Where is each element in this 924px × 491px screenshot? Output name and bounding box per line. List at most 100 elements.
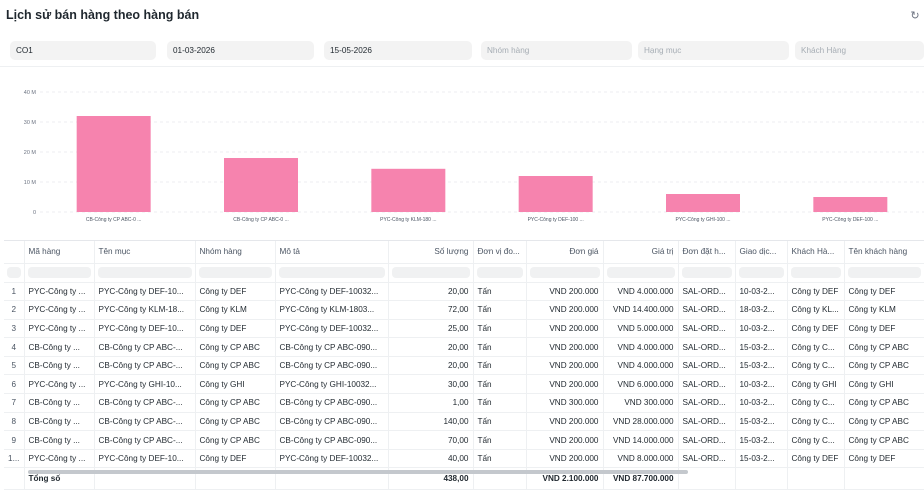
table-cell: Tấn: [473, 449, 527, 469]
column-filter-cell[interactable]: [275, 263, 389, 283]
table-cell: Công ty GHI: [787, 374, 845, 395]
table-cell: Tấn: [473, 393, 527, 413]
table-cell: Công ty CP ABC: [195, 412, 276, 432]
table-cell: 140,00: [388, 412, 474, 432]
column-filter-input[interactable]: [790, 267, 841, 278]
company-filter[interactable]: [10, 41, 156, 60]
table-cell: SAL-ORD...: [678, 282, 736, 302]
table-cell: CB-Công ty CP ABC-090...: [275, 412, 389, 432]
column-filter-input[interactable]: [198, 267, 272, 278]
column-header[interactable]: Nhóm hàng: [195, 241, 276, 264]
column-header[interactable]: Đơn đặt h...: [678, 241, 736, 264]
column-filter-cell[interactable]: [678, 263, 736, 283]
column-filter-cell[interactable]: [195, 263, 276, 283]
chart-bar[interactable]: [224, 158, 298, 212]
column-filter-input[interactable]: [278, 267, 385, 278]
column-filter-cell[interactable]: [526, 263, 604, 283]
table-row[interactable]: 1 PYC-Công ty ... PYC-Công ty DEF-10... Côn…: [4, 282, 924, 302]
table-cell: 1,00: [388, 393, 474, 413]
total-cell: [787, 467, 845, 491]
horizontal-scrollbar[interactable]: [28, 470, 688, 474]
category-filter[interactable]: [638, 41, 789, 60]
table-cell: PYC-Công ty GHI-10032...: [275, 374, 389, 395]
column-filter-cell[interactable]: [24, 263, 95, 283]
table-row[interactable]: 5 CB-Công ty ... CB-Công ty CP ABC-... Công…: [4, 356, 924, 376]
refresh-icon[interactable]: ↻: [910, 10, 920, 22]
column-filter-input[interactable]: [529, 267, 600, 278]
column-filter-cell[interactable]: [94, 263, 196, 283]
table-cell: VND 8.000.000: [603, 449, 679, 469]
to-date-filter[interactable]: [324, 41, 472, 60]
table-cell: VND 200.000: [526, 412, 604, 432]
column-filter-input[interactable]: [681, 267, 732, 278]
column-header[interactable]: Tên khách hàng: [844, 241, 924, 264]
table-cell: 30,00: [388, 374, 474, 395]
chart-bar[interactable]: [518, 176, 593, 212]
customer-filter[interactable]: [795, 41, 924, 60]
column-filter-cell[interactable]: [603, 263, 679, 283]
y-tick-label: 40 M: [24, 90, 37, 96]
column-header[interactable]: Số lượng: [388, 241, 474, 264]
table-row[interactable]: 4 CB-Công ty ... CB-Công ty CP ABC-... Công…: [4, 337, 924, 357]
column-filter-cell[interactable]: [388, 263, 474, 283]
chart-bar[interactable]: [371, 168, 446, 212]
table-row[interactable]: 8 CB-Công ty ... CB-Công ty CP ABC-... Công…: [4, 412, 924, 432]
row-index: 2: [4, 300, 25, 320]
table-cell: 20,00: [388, 337, 474, 357]
table-row[interactable]: 2 PYC-Công ty ... PYC-Công ty KLM-18... Côn…: [4, 300, 924, 320]
column-header[interactable]: Đơn vị đo...: [473, 241, 527, 264]
column-filter-cell[interactable]: [473, 263, 527, 283]
column-header[interactable]: Mã hàng: [24, 241, 95, 264]
table-row[interactable]: 3 PYC-Công ty ... PYC-Công ty DEF-10... Côn…: [4, 319, 924, 339]
table-cell: Công ty DEF: [195, 449, 276, 469]
column-header[interactable]: Giao dịc...: [735, 241, 788, 264]
column-filter-input[interactable]: [27, 267, 91, 278]
table-cell: VND 200.000: [526, 282, 604, 302]
total-cell: [735, 467, 788, 491]
table-cell: Công ty C...: [787, 412, 845, 432]
total-cell: [844, 467, 924, 491]
table-cell: 25,00: [388, 319, 474, 339]
row-index: 1: [4, 282, 25, 302]
table-cell: CB-Công ty CP ABC-090...: [275, 393, 389, 413]
chart-bar[interactable]: [666, 194, 740, 212]
y-tick-label: 10 M: [24, 180, 37, 186]
column-filter-input[interactable]: [476, 267, 523, 278]
table-row[interactable]: 7 CB-Công ty ... CB-Công ty CP ABC-... Công…: [4, 393, 924, 413]
chart-bar[interactable]: [813, 197, 888, 212]
table-cell: CB-Công ty ...: [24, 412, 95, 432]
column-header[interactable]: Đơn giá: [526, 241, 604, 264]
column-filter-input[interactable]: [738, 267, 784, 278]
table-cell: VND 200.000: [526, 449, 604, 469]
table-cell: VND 4.000.000: [603, 282, 679, 302]
from-date-filter[interactable]: [167, 41, 314, 60]
column-header[interactable]: Khách Hà...: [787, 241, 845, 264]
table-cell: Công ty CP ABC: [844, 412, 924, 432]
table-cell: 15-03-2...: [735, 337, 788, 357]
table-cell: Công ty CP ABC: [195, 430, 276, 450]
column-filter-input[interactable]: [391, 267, 470, 278]
table-row[interactable]: 9 CB-Công ty ... CB-Công ty CP ABC-... Công…: [4, 430, 924, 450]
table-row[interactable]: 6 PYC-Công ty ... PYC-Công ty GHI-10... Côn…: [4, 374, 924, 395]
chart-bar[interactable]: [76, 116, 151, 212]
table-cell: Công ty C...: [787, 356, 845, 376]
column-filter-input[interactable]: [606, 267, 675, 278]
item-group-filter[interactable]: [481, 41, 632, 60]
column-filter-input[interactable]: [97, 267, 192, 278]
column-header[interactable]: Giá trị: [603, 241, 679, 264]
column-filter-cell[interactable]: [844, 263, 924, 283]
column-filter-cell[interactable]: [787, 263, 845, 283]
table-cell: 15-03-2...: [735, 356, 788, 376]
column-header[interactable]: Mô tả: [275, 241, 389, 264]
table-row[interactable]: 1... PYC-Công ty ... PYC-Công ty DEF-10...…: [4, 449, 924, 469]
table-cell: 20,00: [388, 282, 474, 302]
column-filter-input[interactable]: [847, 267, 921, 278]
row-index-header: [4, 241, 25, 264]
column-header[interactable]: Tên mục: [94, 241, 196, 264]
column-filter-cell[interactable]: [735, 263, 788, 283]
table-cell: 18-03-2...: [735, 300, 788, 320]
total-cell: [678, 467, 736, 491]
table-cell: PYC-Công ty KLM-1803...: [275, 300, 389, 320]
table-cell: VND 200.000: [526, 430, 604, 450]
table-cell: CB-Công ty ...: [24, 337, 95, 357]
